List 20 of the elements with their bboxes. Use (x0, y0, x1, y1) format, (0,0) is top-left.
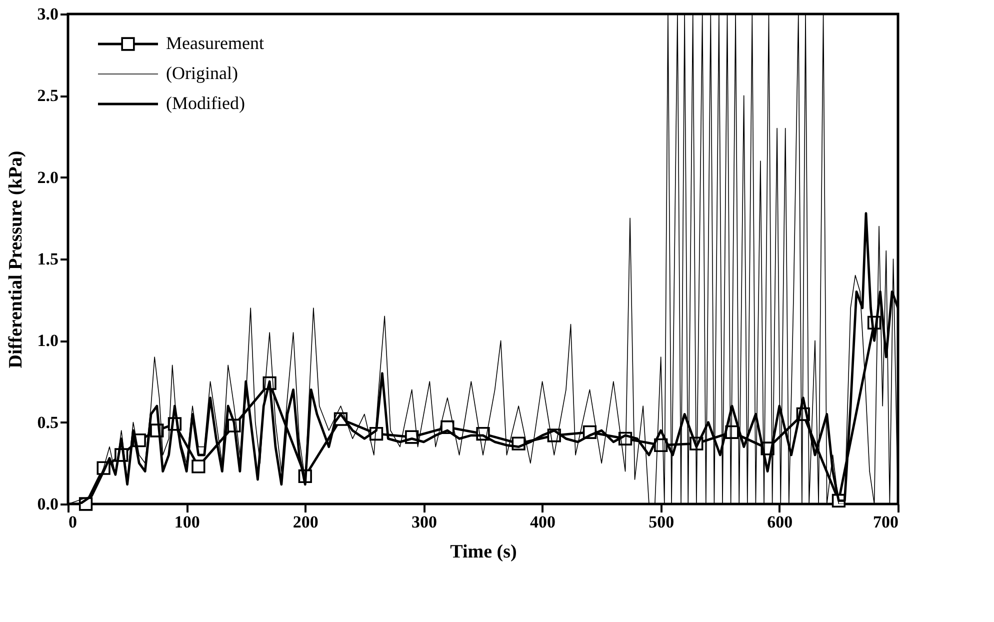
y-tick-label: 2.5 (37, 86, 58, 106)
y-axis-title: Differential Pressure (kPa) (5, 150, 26, 368)
legend-label: Measurement (166, 33, 264, 53)
y-tick-label: 3.0 (37, 4, 58, 24)
legend-label: (Original) (166, 63, 238, 83)
x-tick-label: 200 (292, 512, 318, 532)
x-tick-label: 100 (174, 512, 200, 532)
x-tick-label: 700 (873, 512, 898, 532)
y-tick-label: 0.0 (37, 494, 58, 514)
y-tick-label: 1.0 (37, 331, 58, 350)
x-axis-title: Time (s) (450, 542, 517, 562)
y-tick-label: 2.0 (37, 168, 58, 187)
x-tick-label: 300 (411, 512, 437, 532)
y-tick-label: 0.5 (37, 412, 58, 432)
y-tick-label: 1.5 (37, 250, 58, 268)
x-tick-label: 0 (68, 512, 77, 532)
x-tick-label: 500 (648, 512, 674, 532)
x-tick-label: 400 (530, 512, 556, 532)
legend-label: (Modified) (166, 93, 245, 113)
x-tick-label: 600 (767, 512, 793, 532)
